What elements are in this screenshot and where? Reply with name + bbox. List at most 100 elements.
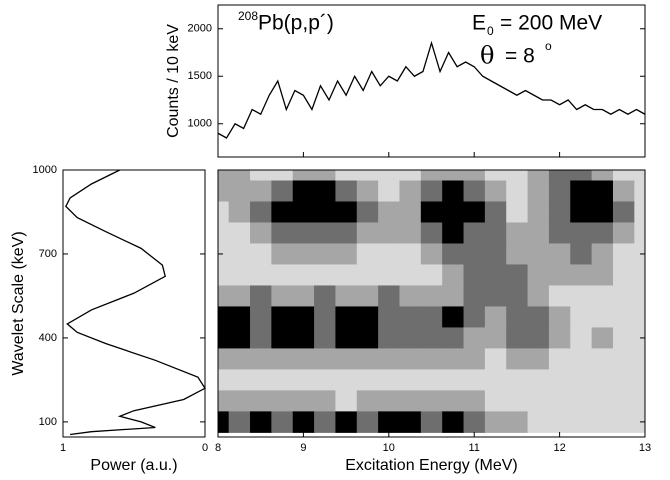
- heatmap-cell: [314, 170, 336, 181]
- heatmap-cell: [442, 243, 465, 265]
- heatmap-cell: [271, 170, 294, 181]
- heatmap-cell: [420, 201, 443, 223]
- heatmap-cell: [314, 180, 336, 202]
- heatmap-cell: [378, 327, 400, 349]
- heatmap-cell: [548, 411, 571, 433]
- heatmap-cell: [228, 327, 251, 349]
- heatmap-cell: [442, 411, 465, 433]
- heatmap-cell: [420, 390, 443, 412]
- heatmap-cell: [335, 306, 358, 328]
- heatmap-cell: [591, 201, 614, 223]
- heatmap-cell: [335, 222, 358, 244]
- annotation: θ: [480, 42, 494, 70]
- heatmap-cell: [356, 390, 379, 412]
- heatmap-cell: [506, 306, 529, 328]
- heatmap-cell: [420, 327, 443, 349]
- heatmap-cell: [442, 264, 465, 286]
- heatmap-cell: [420, 285, 443, 307]
- heatmap-cell: [271, 348, 294, 370]
- heatmap-cell: [570, 201, 593, 223]
- heatmap-cell: [218, 170, 230, 181]
- heatmap-cell: [506, 369, 529, 391]
- heatmap-cell: [570, 285, 593, 307]
- heatmap-cell: [356, 264, 379, 286]
- heatmap-cell: [612, 243, 635, 265]
- heatmap-cell: [612, 411, 635, 433]
- heatmap-cell: [634, 201, 645, 223]
- heatmap-cell: [506, 390, 529, 412]
- heatmap-cell: [484, 180, 507, 202]
- heatmap-cell: [356, 222, 379, 244]
- heatmap-cell: [228, 390, 251, 412]
- heatmap-cell: [442, 201, 465, 223]
- heatmap-cell: [292, 170, 315, 181]
- heatmap-cell: [634, 306, 645, 328]
- heatmap-cell: [250, 201, 272, 223]
- heatmap-cell: [591, 306, 614, 328]
- heatmap-cell: [356, 411, 379, 433]
- heatmap-cell: [228, 369, 251, 391]
- x-tick-label: 11: [468, 442, 479, 454]
- heatmap-cell: [484, 390, 507, 412]
- heatmap-cell: [378, 306, 400, 328]
- heatmap-cell: [218, 264, 230, 286]
- x-tick-label: 13: [639, 442, 651, 454]
- heatmap-cell: [463, 411, 486, 433]
- y-axis-label: Wavelet Scale (keV): [10, 231, 27, 375]
- heatmap-cell: [570, 243, 593, 265]
- heatmap-cell: [292, 222, 315, 244]
- heatmap-cell: [399, 390, 422, 412]
- heatmap-cell: [378, 348, 400, 370]
- heatmap-cell: [506, 348, 529, 370]
- heatmap-cell: [378, 222, 400, 244]
- heatmap-cell: [506, 201, 529, 223]
- heatmap-cell: [378, 170, 400, 181]
- heatmap-cell: [463, 390, 486, 412]
- heatmap-cell: [378, 201, 400, 223]
- heatmap-cell: [314, 201, 336, 223]
- heatmap-cell: [484, 222, 507, 244]
- heatmap-cell: [442, 170, 465, 181]
- heatmap-cell: [548, 222, 571, 244]
- heatmap-cell: [292, 243, 315, 265]
- heatmap-cell: [335, 180, 358, 202]
- heatmap-cell: [292, 306, 315, 328]
- heatmap-cell: [591, 411, 614, 433]
- heatmap-cell: [378, 390, 400, 412]
- heatmap: [218, 170, 645, 433]
- heatmap-cell: [420, 306, 443, 328]
- heatmap-cell: [271, 264, 294, 286]
- heatmap-cell: [335, 243, 358, 265]
- heatmap-cell: [250, 222, 272, 244]
- y-tick-label: 700: [39, 248, 57, 260]
- heatmap-cell: [292, 285, 315, 307]
- heatmap-cell: [634, 180, 645, 202]
- heatmap-cell: [292, 327, 315, 349]
- heatmap-cell: [612, 327, 635, 349]
- heatmap-cell: [612, 170, 635, 181]
- heatmap-cell: [506, 411, 529, 433]
- heatmap-cell: [570, 264, 593, 286]
- heatmap-cell: [399, 170, 422, 181]
- heatmap-cell: [484, 243, 507, 265]
- x-tick-label: 8: [215, 442, 221, 454]
- y-tick-label: 1500: [188, 70, 212, 82]
- heatmap-cell: [399, 285, 422, 307]
- heatmap-cell: [548, 285, 571, 307]
- heatmap-cell: [506, 285, 529, 307]
- heatmap-cell: [612, 285, 635, 307]
- heatmap-cell: [250, 306, 272, 328]
- heatmap-cell: [271, 201, 294, 223]
- heatmap-cell: [612, 201, 635, 223]
- heatmap-cell: [420, 264, 443, 286]
- heatmap-cell: [463, 243, 486, 265]
- x-tick-label: 0: [202, 442, 208, 454]
- heatmap-cell: [634, 348, 645, 370]
- heatmap-cell: [612, 222, 635, 244]
- heatmap-cell: [527, 285, 550, 307]
- heatmap-cell: [570, 222, 593, 244]
- heatmap-cell: [634, 390, 645, 412]
- heatmap-cell: [399, 243, 422, 265]
- annotation: 208: [238, 9, 258, 23]
- heatmap-cell: [463, 306, 486, 328]
